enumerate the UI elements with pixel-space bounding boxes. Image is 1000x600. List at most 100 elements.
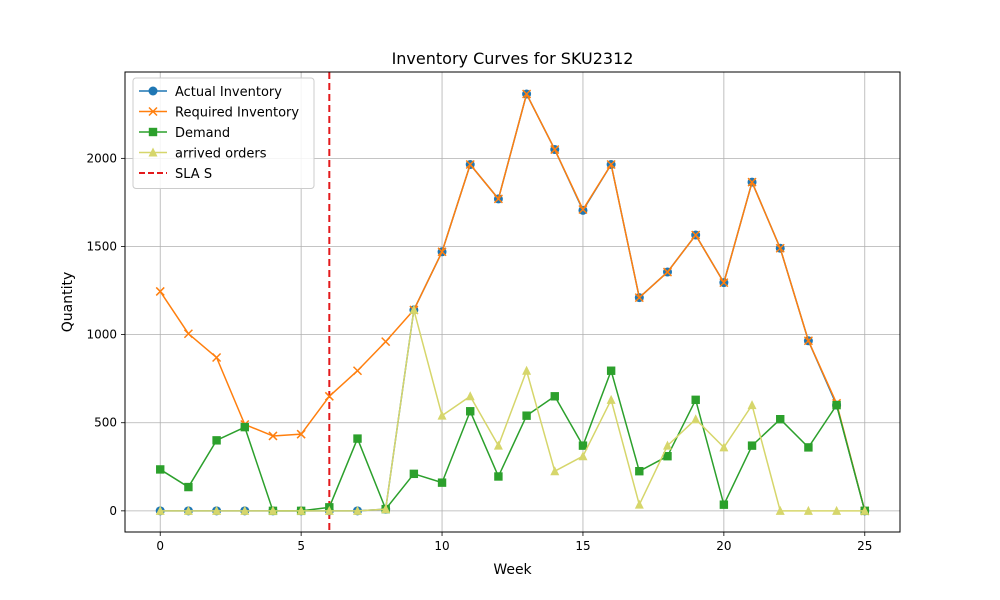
data-point-demand — [606, 366, 616, 375]
series-required-inventory — [155, 89, 870, 516]
data-point-required-inventory — [550, 145, 560, 155]
x-tick-label: 10 — [434, 539, 449, 553]
data-point-required-inventory — [381, 337, 391, 347]
data-point-demand — [437, 478, 447, 487]
data-point-demand — [494, 472, 503, 481]
data-point-arrived-orders — [493, 440, 503, 450]
legend-marker-swatch — [148, 106, 158, 117]
data-point-required-inventory — [803, 336, 813, 346]
data-point-demand — [550, 392, 559, 401]
data-point-demand — [184, 482, 193, 492]
legend-label: Demand — [175, 126, 230, 141]
y-axis-label: Quantity — [60, 272, 76, 333]
legend-marker-swatch — [148, 86, 158, 96]
data-point-required-inventory — [296, 429, 306, 439]
data-point-arrived-orders — [775, 505, 785, 515]
data-point-arrived-orders — [663, 440, 672, 450]
data-point-demand — [212, 436, 221, 445]
data-point-demand — [776, 415, 785, 424]
legend: Actual Inventory Required Inventory Demand… — [132, 77, 315, 189]
data-point-demand — [663, 452, 672, 461]
data-point-demand — [240, 422, 249, 432]
data-point-required-inventory — [578, 204, 588, 215]
data-point-demand — [832, 400, 841, 410]
data-point-required-inventory — [352, 366, 363, 376]
data-point-arrived-orders — [606, 394, 616, 404]
data-point-arrived-orders — [550, 466, 560, 476]
grid — [125, 72, 900, 532]
y-tick-label: 2000 — [86, 151, 117, 165]
data-point-arrived-orders — [522, 365, 532, 375]
data-point-arrived-orders — [803, 505, 813, 515]
data-point-required-inventory — [747, 177, 757, 187]
data-point-arrived-orders — [860, 505, 870, 515]
data-point-required-inventory — [606, 159, 616, 170]
data-point-required-inventory — [522, 89, 532, 99]
data-point-demand — [578, 441, 588, 450]
legend-label: Actual Inventory — [175, 85, 282, 100]
data-point-arrived-orders — [832, 505, 842, 515]
data-point-required-inventory — [212, 352, 222, 363]
data-point-arrived-orders — [381, 504, 391, 514]
axis-ticks: 0 5 10 15 20 25 0 500 1000 1500 2000 — [86, 151, 872, 553]
legend-box — [132, 77, 315, 189]
data-point-required-inventory — [183, 329, 193, 339]
data-point-arrived-orders — [183, 505, 193, 515]
data-point-arrived-orders — [719, 442, 729, 452]
legend-entry: Demand — [139, 126, 230, 141]
legend-label: arrived orders — [175, 147, 267, 162]
legend-marker-swatch — [148, 147, 158, 157]
data-point-demand — [522, 411, 531, 420]
legend-entry: Required Inventory — [139, 106, 299, 121]
data-point-demand — [409, 469, 419, 479]
data-point-required-inventory — [691, 230, 701, 240]
data-point-arrived-orders — [296, 505, 306, 515]
data-point-required-inventory — [268, 431, 278, 441]
data-point-required-inventory — [155, 286, 165, 296]
x-tick-label: 5 — [297, 539, 305, 553]
y-tick-label: 1000 — [86, 328, 117, 342]
data-point-arrived-orders — [437, 410, 447, 420]
data-point-required-inventory — [493, 194, 503, 204]
data-point-required-inventory — [437, 247, 447, 257]
x-tick-label: 0 — [156, 539, 164, 553]
data-point-required-inventory — [465, 159, 475, 170]
data-point-arrived-orders — [747, 400, 757, 410]
y-tick-label: 0 — [109, 504, 117, 518]
series-line-required-inventory — [159, 93, 866, 512]
series-arrived-orders — [155, 304, 870, 515]
data-point-arrived-orders — [268, 505, 278, 515]
data-point-required-inventory — [634, 293, 644, 303]
legend-marker-swatch — [148, 127, 158, 137]
y-tick-label: 1500 — [86, 239, 117, 253]
data-point-arrived-orders — [324, 505, 334, 515]
x-tick-label: 25 — [857, 539, 872, 553]
data-point-required-inventory — [662, 267, 673, 277]
data-point-arrived-orders — [353, 505, 362, 515]
data-point-demand — [747, 441, 757, 450]
series-line-arrived-orders — [160, 309, 865, 512]
data-point-arrived-orders — [409, 304, 419, 314]
data-point-arrived-orders — [634, 499, 644, 509]
plot-area-frame — [124, 71, 901, 533]
data-point-arrived-orders — [240, 505, 250, 515]
legend-entry: SLA S — [139, 167, 212, 182]
data-point-arrived-orders — [155, 505, 165, 515]
x-tick-label: 20 — [716, 539, 731, 553]
data-point-arrived-orders — [578, 451, 588, 461]
data-point-arrived-orders — [691, 414, 701, 424]
x-axis-label: Week — [493, 562, 532, 578]
legend-label: Required Inventory — [175, 106, 299, 121]
data-point-required-inventory — [719, 278, 729, 288]
data-point-demand — [466, 407, 475, 416]
data-point-required-inventory — [775, 243, 785, 253]
chart-title: Inventory Curves for SKU2312 — [392, 49, 634, 68]
data-point-demand — [353, 434, 362, 443]
data-point-required-inventory — [324, 391, 334, 401]
series-layer — [155, 89, 870, 516]
data-point-arrived-orders — [212, 505, 222, 515]
data-point-demand — [635, 466, 644, 476]
y-tick-label: 500 — [94, 416, 117, 430]
legend-entry: Actual Inventory — [139, 85, 282, 100]
